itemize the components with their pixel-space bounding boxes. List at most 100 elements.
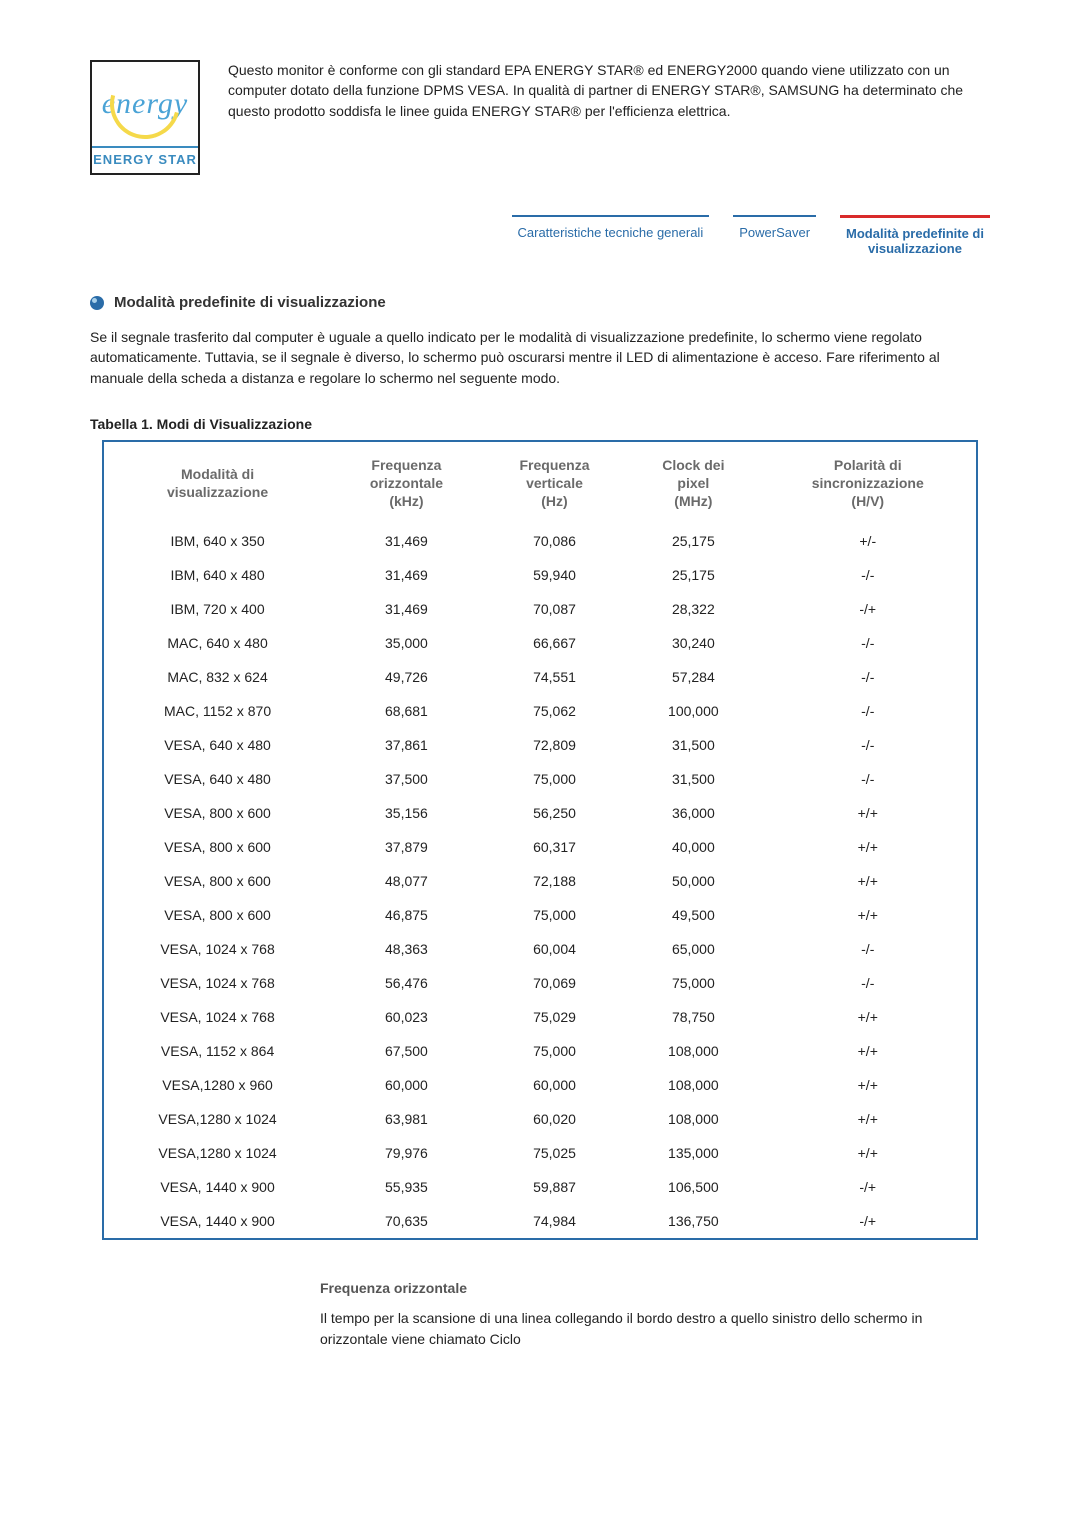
table-cell: 60,020 — [482, 1102, 627, 1136]
table-cell: -/- — [760, 762, 977, 796]
energy-star-logo: energy ENERGY STAR — [90, 60, 200, 175]
table-row: VESA, 1440 x 90070,63574,984136,750-/+ — [104, 1204, 976, 1238]
table-cell: VESA, 800 x 600 — [104, 796, 331, 830]
tab-preset-modes[interactable]: Modalità predefinite di visualizzazione — [840, 215, 990, 256]
table-cell: 79,976 — [331, 1136, 482, 1170]
table-cell: VESA, 1440 x 900 — [104, 1170, 331, 1204]
table-cell: VESA, 800 x 600 — [104, 830, 331, 864]
table-cell: 78,750 — [627, 1000, 759, 1034]
table-cell: VESA, 1152 x 864 — [104, 1034, 331, 1068]
tab-preset-line1: Modalità predefinite di — [846, 226, 984, 241]
table-row: VESA, 1024 x 76848,36360,00465,000-/- — [104, 932, 976, 966]
table-cell: -/- — [760, 932, 977, 966]
table-cell: +/+ — [760, 796, 977, 830]
table-cell: 25,175 — [627, 524, 759, 558]
table-cell: 56,250 — [482, 796, 627, 830]
table-caption: Tabella 1. Modi di Visualizzazione — [90, 416, 990, 432]
table-cell: 31,469 — [331, 592, 482, 626]
table-cell: 55,935 — [331, 1170, 482, 1204]
table-cell: 28,322 — [627, 592, 759, 626]
table-cell: -/+ — [760, 1170, 977, 1204]
table-cell: VESA,1280 x 1024 — [104, 1102, 331, 1136]
table-cell: VESA,1280 x 960 — [104, 1068, 331, 1102]
table-cell: +/+ — [760, 1068, 977, 1102]
table-cell: VESA, 640 x 480 — [104, 728, 331, 762]
table-cell: 75,062 — [482, 694, 627, 728]
table-cell: +/+ — [760, 830, 977, 864]
table-row: VESA,1280 x 102479,97675,025135,000+/+ — [104, 1136, 976, 1170]
table-cell: 75,000 — [482, 762, 627, 796]
table-cell: 108,000 — [627, 1102, 759, 1136]
table-row: MAC, 832 x 62449,72674,55157,284-/- — [104, 660, 976, 694]
table-cell: +/+ — [760, 1102, 977, 1136]
table-cell: 59,887 — [482, 1170, 627, 1204]
tab-bar: Caratteristiche tecniche generali PowerS… — [90, 215, 990, 256]
table-cell: -/- — [760, 694, 977, 728]
table-cell: VESA, 640 x 480 — [104, 762, 331, 796]
table-cell: 108,000 — [627, 1068, 759, 1102]
table-cell: 75,000 — [482, 1034, 627, 1068]
section-title: Modalità predefinite di visualizzazione — [114, 294, 386, 311]
table-cell: 135,000 — [627, 1136, 759, 1170]
table-row: IBM, 640 x 48031,46959,94025,175-/- — [104, 558, 976, 592]
freq-h-text: Il tempo per la scansione di una linea c… — [320, 1308, 990, 1349]
table-cell: MAC, 640 x 480 — [104, 626, 331, 660]
th-mode: Modalità divisualizzazione — [104, 442, 331, 525]
table-cell: -/- — [760, 558, 977, 592]
table-cell: +/+ — [760, 898, 977, 932]
table-cell: 31,469 — [331, 558, 482, 592]
table-cell: 40,000 — [627, 830, 759, 864]
table-cell: 68,681 — [331, 694, 482, 728]
tab-powersaver[interactable]: PowerSaver — [733, 215, 816, 240]
timing-table: Modalità divisualizzazione Frequenzaoriz… — [102, 440, 978, 1241]
table-cell: 70,069 — [482, 966, 627, 1000]
table-cell: 75,000 — [627, 966, 759, 1000]
th-polarity: Polarità disincronizzazione(H/V) — [760, 442, 977, 525]
table-cell: 46,875 — [331, 898, 482, 932]
table-row: MAC, 640 x 48035,00066,66730,240-/- — [104, 626, 976, 660]
tab-general-specs[interactable]: Caratteristiche tecniche generali — [512, 215, 710, 240]
table-cell: +/+ — [760, 864, 977, 898]
table-cell: 74,551 — [482, 660, 627, 694]
table-cell: 66,667 — [482, 626, 627, 660]
table-cell: 106,500 — [627, 1170, 759, 1204]
table-row: VESA, 1024 x 76856,47670,06975,000-/- — [104, 966, 976, 1000]
table-cell: 75,000 — [482, 898, 627, 932]
table-row: IBM, 720 x 40031,46970,08728,322-/+ — [104, 592, 976, 626]
table-cell: 65,000 — [627, 932, 759, 966]
table-row: VESA, 1024 x 76860,02375,02978,750+/+ — [104, 1000, 976, 1034]
table-cell: 67,500 — [331, 1034, 482, 1068]
table-row: VESA, 640 x 48037,50075,00031,500-/- — [104, 762, 976, 796]
table-cell: 35,000 — [331, 626, 482, 660]
table-cell: 75,025 — [482, 1136, 627, 1170]
table-cell: IBM, 640 x 480 — [104, 558, 331, 592]
table-cell: 30,240 — [627, 626, 759, 660]
table-cell: 49,726 — [331, 660, 482, 694]
table-row: VESA, 1440 x 90055,93559,887106,500-/+ — [104, 1170, 976, 1204]
table-cell: +/- — [760, 524, 977, 558]
table-cell: VESA, 800 x 600 — [104, 898, 331, 932]
table-cell: 60,004 — [482, 932, 627, 966]
tab-preset-line2: visualizzazione — [868, 241, 962, 256]
table-row: VESA,1280 x 102463,98160,020108,000+/+ — [104, 1102, 976, 1136]
table-cell: 72,809 — [482, 728, 627, 762]
table-cell: 70,086 — [482, 524, 627, 558]
table-cell: 75,029 — [482, 1000, 627, 1034]
table-cell: -/- — [760, 626, 977, 660]
th-vfreq: Frequenzaverticale(Hz) — [482, 442, 627, 525]
table-cell: MAC, 1152 x 870 — [104, 694, 331, 728]
table-cell: 60,000 — [482, 1068, 627, 1102]
table-cell: +/+ — [760, 1136, 977, 1170]
table-cell: -/- — [760, 966, 977, 1000]
table-cell: 70,635 — [331, 1204, 482, 1238]
table-cell: -/+ — [760, 592, 977, 626]
table-cell: VESA,1280 x 1024 — [104, 1136, 331, 1170]
table-cell: -/+ — [760, 1204, 977, 1238]
table-cell: -/- — [760, 660, 977, 694]
table-row: VESA, 1152 x 86467,50075,000108,000+/+ — [104, 1034, 976, 1068]
table-row: VESA, 800 x 60037,87960,31740,000+/+ — [104, 830, 976, 864]
table-cell: 31,500 — [627, 728, 759, 762]
table-cell: 49,500 — [627, 898, 759, 932]
table-cell: +/+ — [760, 1034, 977, 1068]
table-cell: 59,940 — [482, 558, 627, 592]
